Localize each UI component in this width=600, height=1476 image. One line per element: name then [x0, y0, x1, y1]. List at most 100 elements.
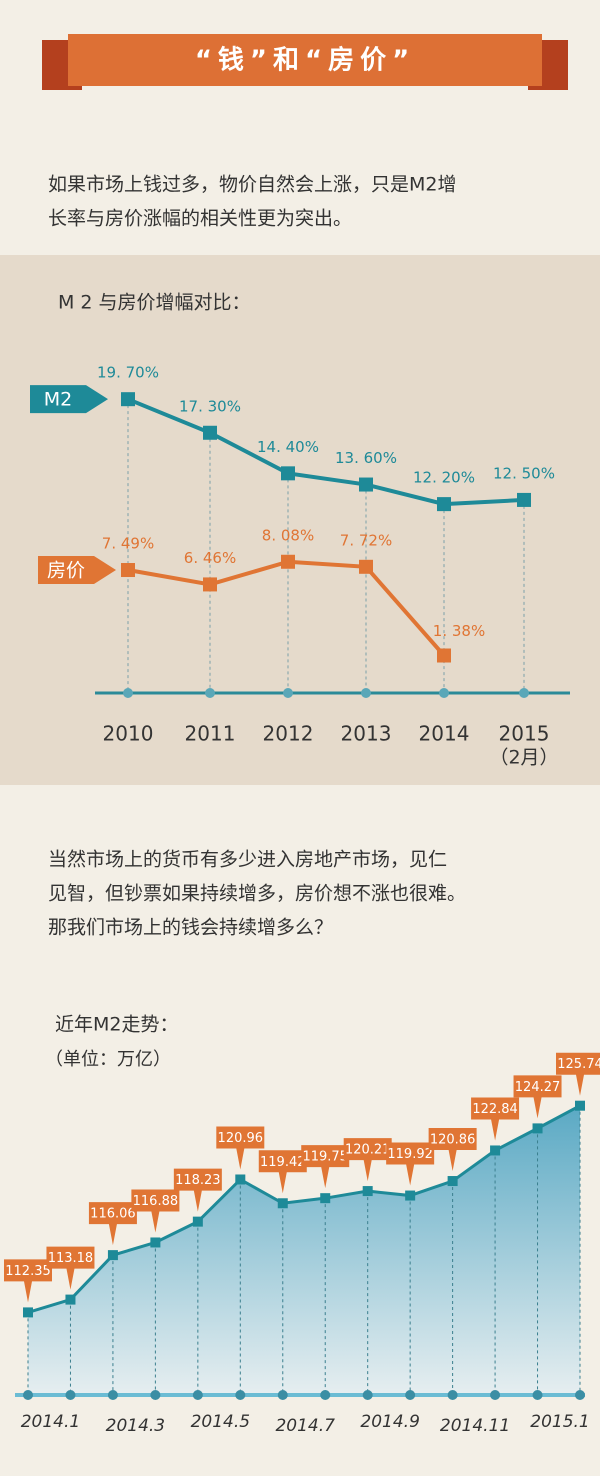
chart-title: M 2 与房价增幅对比：: [58, 292, 251, 314]
paragraph-line: 如果市场上钱过多，物价自然会上涨，只是M2增: [48, 174, 456, 196]
point: [517, 492, 531, 507]
value-label: 120.86: [430, 1133, 476, 1148]
legend-label: M2: [44, 389, 72, 411]
callout: [471, 1097, 520, 1141]
axis-dot: [490, 1390, 501, 1400]
chart-subtitle: （单位：万亿）: [45, 1049, 171, 1070]
point: [192, 1216, 203, 1227]
callout: [216, 1126, 265, 1170]
axis-dot: [361, 688, 371, 698]
axis-dot: [439, 688, 449, 698]
axis-dot: [65, 1390, 76, 1400]
legend-label: 房价: [47, 560, 85, 582]
point: [437, 497, 451, 512]
value-label: 17. 30%: [179, 397, 241, 415]
point: [121, 563, 135, 578]
point: [447, 1176, 458, 1187]
point: [107, 1250, 118, 1261]
chart-panel: [0, 255, 600, 785]
point: [405, 1190, 416, 1201]
point: [121, 392, 135, 407]
x-tick-label: 2015: [499, 722, 550, 746]
legend-tag: [38, 556, 116, 585]
axis-dot: [150, 1390, 161, 1400]
point: [281, 554, 295, 569]
x-tick-label: 2012: [263, 722, 314, 746]
axis-dot: [532, 1390, 543, 1400]
point: [575, 1100, 585, 1111]
x-tick-label: 2014: [419, 722, 470, 746]
area: [28, 1105, 580, 1395]
paragraph-line: 当然市场上的货币有多少进入房地产市场，见仁: [48, 849, 447, 871]
callout: [343, 1138, 392, 1182]
annotation: （2月）: [489, 747, 558, 769]
x-tick-label: 2015.1: [530, 1412, 589, 1432]
value-label: 119.92: [387, 1147, 433, 1162]
value-label: 116.06: [90, 1207, 136, 1222]
value-label: 118.23: [175, 1173, 221, 1188]
point: [203, 577, 217, 592]
paragraph: 当然市场上的货币有多少进入房地产市场，见仁见智，但钞票如果持续增多，房价想不涨也…: [48, 849, 466, 939]
callout: [46, 1246, 95, 1290]
series-line: [127, 397, 525, 507]
axis-dot: [283, 688, 293, 698]
banner: [68, 34, 542, 86]
callout: [131, 1189, 180, 1233]
x-tick-label: 2011: [185, 722, 236, 746]
x-tick-label: 2014.11: [440, 1416, 510, 1436]
x-tick-label: 2014.9: [360, 1412, 419, 1432]
value-label: 7. 49%: [102, 535, 154, 553]
value-label: 122.84: [472, 1102, 518, 1117]
point: [359, 477, 373, 492]
x-tick-label: 2014.1: [21, 1412, 80, 1432]
value-label: 116.88: [133, 1194, 179, 1209]
axis-dot: [447, 1390, 458, 1400]
point: [320, 1193, 331, 1204]
value-label: 120.21: [345, 1143, 391, 1158]
callout: [513, 1075, 562, 1119]
callout: [258, 1150, 307, 1194]
x-tick-label: 2013: [341, 722, 392, 746]
paragraph-line: 那我们市场上的钱会持续增多么？: [48, 917, 333, 939]
value-label: 1. 38%: [433, 622, 485, 640]
value-label: 120.96: [218, 1131, 264, 1146]
axis-dot: [235, 1390, 246, 1400]
value-label: 119.42: [260, 1155, 306, 1170]
axis-dot: [123, 688, 133, 698]
axis-dot: [205, 688, 215, 698]
value-label: 124.27: [515, 1080, 561, 1095]
callout: [301, 1145, 350, 1189]
axis-dot: [519, 688, 529, 698]
paragraph-line: 见智，但钞票如果持续增多，房价想不涨也很难。: [48, 883, 466, 905]
value-label: 113.18: [48, 1251, 94, 1266]
point: [23, 1307, 33, 1318]
series-line: [27, 1104, 581, 1314]
axis-dot: [277, 1390, 288, 1400]
value-label: 13. 60%: [335, 449, 397, 467]
point: [150, 1237, 161, 1248]
x-tick-label: 2010: [103, 722, 154, 746]
value-label: 125.74: [557, 1057, 600, 1072]
value-label: 119.75: [302, 1150, 348, 1165]
callout: [386, 1142, 435, 1186]
paragraph-line: 长率与房价涨幅的相关性更为突出。: [48, 208, 352, 230]
callout: [173, 1168, 222, 1212]
axis-dot: [23, 1390, 33, 1400]
point: [362, 1186, 373, 1197]
legend-tag: [30, 385, 108, 414]
value-label: 12. 50%: [493, 464, 555, 482]
axis-dot: [405, 1390, 416, 1400]
callout: [4, 1259, 52, 1303]
axis-dot: [362, 1390, 373, 1400]
value-label: 7. 72%: [340, 531, 392, 549]
point: [281, 466, 295, 481]
callout: [428, 1128, 477, 1172]
value-label: 19. 70%: [97, 364, 159, 382]
axis-dot: [107, 1390, 118, 1400]
axis-dot: [320, 1390, 331, 1400]
point: [277, 1198, 288, 1209]
value-label: 12. 20%: [413, 469, 475, 487]
value-label: 14. 40%: [257, 438, 319, 456]
